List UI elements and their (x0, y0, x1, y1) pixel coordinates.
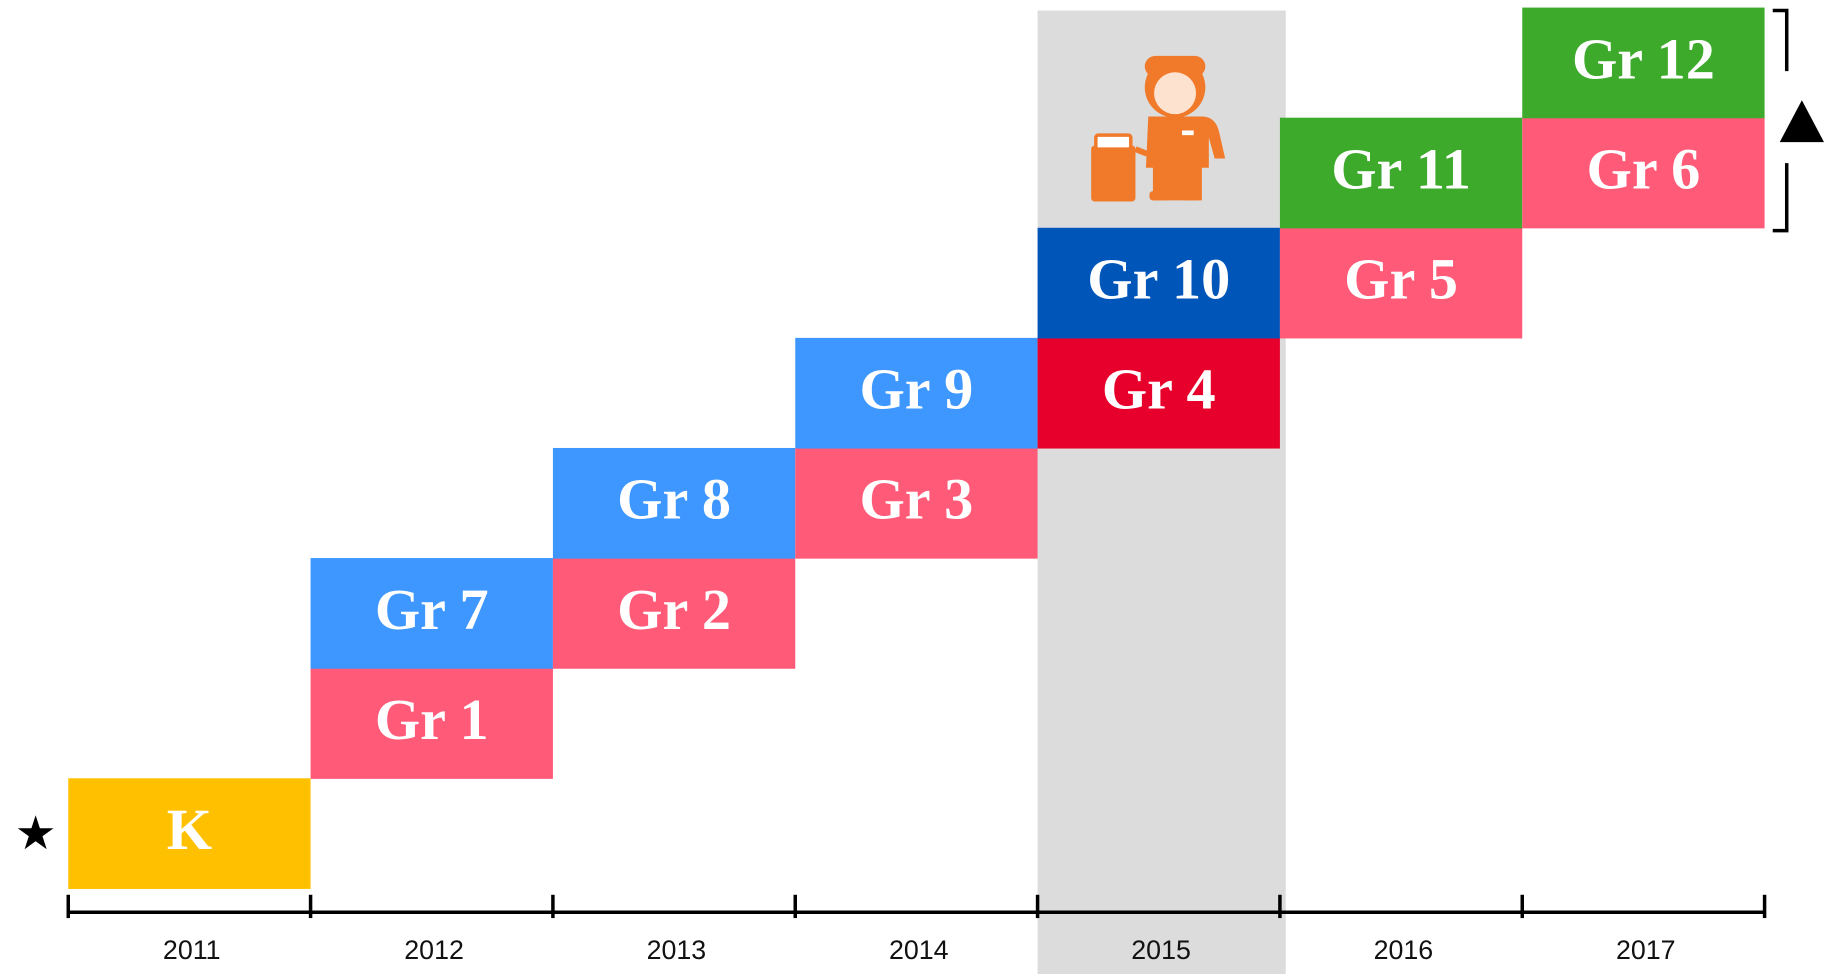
grade-block (552, 447, 796, 559)
year-label: 2013 (647, 935, 707, 965)
year-label: 2017 (1616, 935, 1676, 965)
axis (66, 894, 1767, 919)
grade-label: Gr 9 (860, 357, 974, 422)
year-label: 2014 (889, 935, 949, 965)
grade-label: Gr 8 (617, 467, 731, 532)
grade-block (1279, 117, 1523, 229)
start-star: ★ (15, 806, 57, 860)
grade-label: K (167, 797, 212, 862)
grade-label: Gr 3 (860, 467, 974, 532)
grade-block (552, 558, 796, 669)
grade-block (1279, 227, 1523, 339)
grade-block (1037, 337, 1280, 449)
grade-label: Gr 11 (1331, 136, 1471, 201)
grade-block (310, 668, 553, 779)
grade-block (1037, 227, 1280, 339)
grade-label: Gr 4 (1102, 357, 1216, 422)
grade-block (68, 778, 311, 889)
year-label: 2016 (1374, 935, 1434, 965)
grade-block (795, 447, 1038, 559)
grade-label: Gr 7 (375, 577, 489, 642)
grade-label: Gr 6 (1587, 136, 1701, 201)
year-label: 2015 (1131, 935, 1191, 965)
up-arrow (1779, 100, 1825, 143)
grade-label: Gr 2 (617, 577, 731, 642)
grade-label: Gr 1 (375, 687, 489, 752)
grade-block (795, 337, 1038, 449)
student-icon (1091, 55, 1226, 202)
grade-block (1522, 7, 1765, 119)
bracket (1772, 8, 1789, 233)
grade-label: Gr 12 (1572, 26, 1715, 91)
grade-label: Gr 5 (1344, 247, 1458, 312)
grade-block (310, 558, 553, 669)
grade-block (1522, 117, 1765, 229)
year-label: 2012 (404, 935, 464, 965)
grade-label: Gr 10 (1087, 247, 1230, 312)
year-label: 2011 (163, 935, 221, 965)
